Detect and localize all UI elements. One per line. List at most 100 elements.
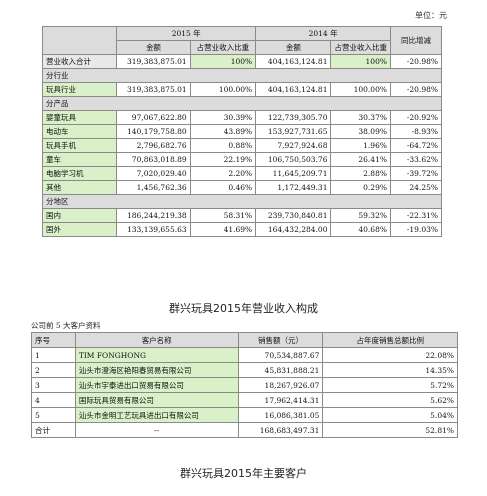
row-pct-2014: 38.09% xyxy=(330,124,391,139)
row-yoy: -33.62% xyxy=(389,152,443,167)
row-pct-2015: 0.46% xyxy=(189,180,257,195)
table-row: 3 汕头市宇泰进出口贸易有限公司 18,267,926.07 5.72% xyxy=(31,377,458,393)
header-amount-2014: 金额 xyxy=(255,40,332,55)
row-amt-2015: 319,383,875.01 xyxy=(116,82,191,97)
row-pct-2014: 100.00% xyxy=(330,82,391,97)
table-row: 玩具行业 319,383,875.01 100.00% 404,163,124.… xyxy=(41,82,443,97)
row-amt-2014: 122,739,305.70 xyxy=(255,110,332,125)
row-label: 童车 xyxy=(41,152,118,167)
cust-share: 5.04% xyxy=(322,407,458,423)
total-pct-2014: 100% xyxy=(330,54,391,69)
row-pct-2014: 30.37% xyxy=(330,110,391,125)
header-sales: 销售额（元） xyxy=(237,332,324,348)
cust-sales: 18,267,926.07 xyxy=(237,377,324,393)
customers-table: 序号 客户名称 销售额（元） 占年度销售总额比例 1 TIM FONGHONG … xyxy=(31,332,458,438)
row-yoy: -39.72% xyxy=(389,166,443,181)
cust-seq: 5 xyxy=(31,407,76,423)
row-amt-2014: 404,163,124.81 xyxy=(255,82,332,97)
row-pct-2015: 43.89% xyxy=(189,124,257,139)
row-pct-2014: 40.68% xyxy=(330,222,391,237)
table-row: 婴童玩具 97,067,622.80 30.39% 122,739,305.70… xyxy=(41,110,443,125)
customers-header-row: 序号 客户名称 销售额（元） 占年度销售总额比例 xyxy=(31,332,458,348)
total-amt-2014: 404,163,124.81 xyxy=(255,54,332,69)
section-title: 分地区 xyxy=(42,194,442,209)
cust-seq: 2 xyxy=(31,362,76,378)
row-amt-2014: 239,730,840.81 xyxy=(255,208,332,223)
row-amt-2015: 133,139,655.63 xyxy=(116,222,191,237)
row-yoy: -20.92% xyxy=(389,110,443,125)
row-label: 国内 xyxy=(41,208,118,223)
header-blank xyxy=(41,26,118,55)
row-pct-2014: 2.88% xyxy=(330,166,391,181)
row-amt-2015: 7,020,029.40 xyxy=(116,166,191,181)
cust-sales: 45,831,888.21 xyxy=(237,362,324,378)
row-yoy: -19.03% xyxy=(389,222,443,237)
table-row: 童车 70,863,018.89 22.19% 106,750,503.76 2… xyxy=(41,152,443,167)
customers-caption: 群兴玩具2015年主要客户 xyxy=(180,467,307,480)
header-share: 占年度销售总额比例 xyxy=(322,332,458,348)
row-yoy: 24.25% xyxy=(389,180,443,195)
row-pct-2015: 100.00% xyxy=(189,82,257,97)
cust-sales: 16,086,381.05 xyxy=(237,407,324,423)
section-title: 分产品 xyxy=(42,96,442,111)
header-share-2014: 占营业收入比重 xyxy=(330,40,391,55)
row-label: 婴童玩具 xyxy=(41,110,118,125)
revenue-header-row-1: 2015 年 2014 年 同比增减 xyxy=(41,26,443,55)
revenue-total-row: 营业收入合计 319,383,875.01 100% 404,163,124.8… xyxy=(41,54,443,69)
header-yoy: 同比增减 xyxy=(389,26,443,55)
row-amt-2015: 97,067,622.80 xyxy=(116,110,191,125)
cust-share: 14.35% xyxy=(322,362,458,378)
row-amt-2014: 164,432,284.00 xyxy=(255,222,332,237)
header-name: 客户名称 xyxy=(74,332,239,348)
table-row: 国外 133,139,655.63 41.69% 164,432,284.00 … xyxy=(41,222,443,237)
row-amt-2015: 70,863,018.89 xyxy=(116,152,191,167)
cust-share: 22.08% xyxy=(322,347,458,363)
cust-name: 国际玩具贸易有限公司 xyxy=(74,392,239,408)
row-yoy: -20.98% xyxy=(389,82,443,97)
row-pct-2015: 41.69% xyxy=(189,222,257,237)
row-amt-2015: 140,179,758.80 xyxy=(116,124,191,139)
cust-name: 汕头市宇泰进出口贸易有限公司 xyxy=(74,377,239,393)
revenue-caption: 群兴玩具2015年营业收入构成 xyxy=(169,302,318,315)
row-amt-2014: 11,645,209.71 xyxy=(255,166,332,181)
table-row: 电动车 140,179,758.80 43.89% 153,927,731.65… xyxy=(41,124,443,139)
unit-note: 单位：元 xyxy=(415,11,447,20)
table-row: 1 TIM FONGHONG 70,534,887.67 22.08% xyxy=(31,347,458,363)
cust-seq: 1 xyxy=(31,347,76,363)
row-pct-2015: 58.31% xyxy=(189,208,257,223)
row-pct-2014: 1.96% xyxy=(330,138,391,153)
row-pct-2014: 59.32% xyxy=(330,208,391,223)
cust-total-label: 合计 xyxy=(31,422,76,438)
header-2015: 2015 年 xyxy=(116,26,257,41)
cust-total-name: -- xyxy=(74,422,239,438)
section-title: 分行业 xyxy=(42,68,442,83)
cust-share: 5.62% xyxy=(322,392,458,408)
table-row: 4 国际玩具贸易有限公司 17,962,414.31 5.62% xyxy=(31,392,458,408)
row-yoy: -64.72% xyxy=(389,138,443,153)
row-label: 国外 xyxy=(41,222,118,237)
row-pct-2015: 22.19% xyxy=(189,152,257,167)
total-yoy: -20.98% xyxy=(389,54,443,69)
header-share-2015: 占营业收入比重 xyxy=(189,40,257,55)
row-label: 玩具手机 xyxy=(41,138,118,153)
row-label: 电动车 xyxy=(41,124,118,139)
row-pct-2015: 2.20% xyxy=(189,166,257,181)
cust-total-share: 52.81% xyxy=(322,422,458,438)
cust-sales: 70,534,887.67 xyxy=(237,347,324,363)
table-row: 5 汕头市金明工艺玩具进出口有限公司 16,086,381.05 5.04% xyxy=(31,407,458,423)
row-amt-2014: 7,927,924.68 xyxy=(255,138,332,153)
table-row: 玩具手机 2,796,682.76 0.88% 7,927,924.68 1.9… xyxy=(41,138,443,153)
row-pct-2014: 0.29% xyxy=(330,180,391,195)
row-pct-2015: 0.88% xyxy=(189,138,257,153)
cust-total-sales: 168,683,497.31 xyxy=(237,422,324,438)
row-pct-2014: 26.41% xyxy=(330,152,391,167)
table-row: 电脑学习机 7,020,029.40 2.20% 11,645,209.71 2… xyxy=(41,166,443,181)
row-amt-2014: 153,927,731.65 xyxy=(255,124,332,139)
row-amt-2015: 186,244,219.38 xyxy=(116,208,191,223)
revenue-table: 2015 年 2014 年 同比增减 金额 占营业收入比重 金额 占营业收入比重… xyxy=(41,26,443,237)
section-row: 分行业 xyxy=(42,68,442,83)
total-label: 营业收入合计 xyxy=(41,54,118,69)
row-label: 电脑学习机 xyxy=(41,166,118,181)
section-row: 分地区 xyxy=(42,194,442,209)
row-amt-2014: 106,750,503.76 xyxy=(255,152,332,167)
